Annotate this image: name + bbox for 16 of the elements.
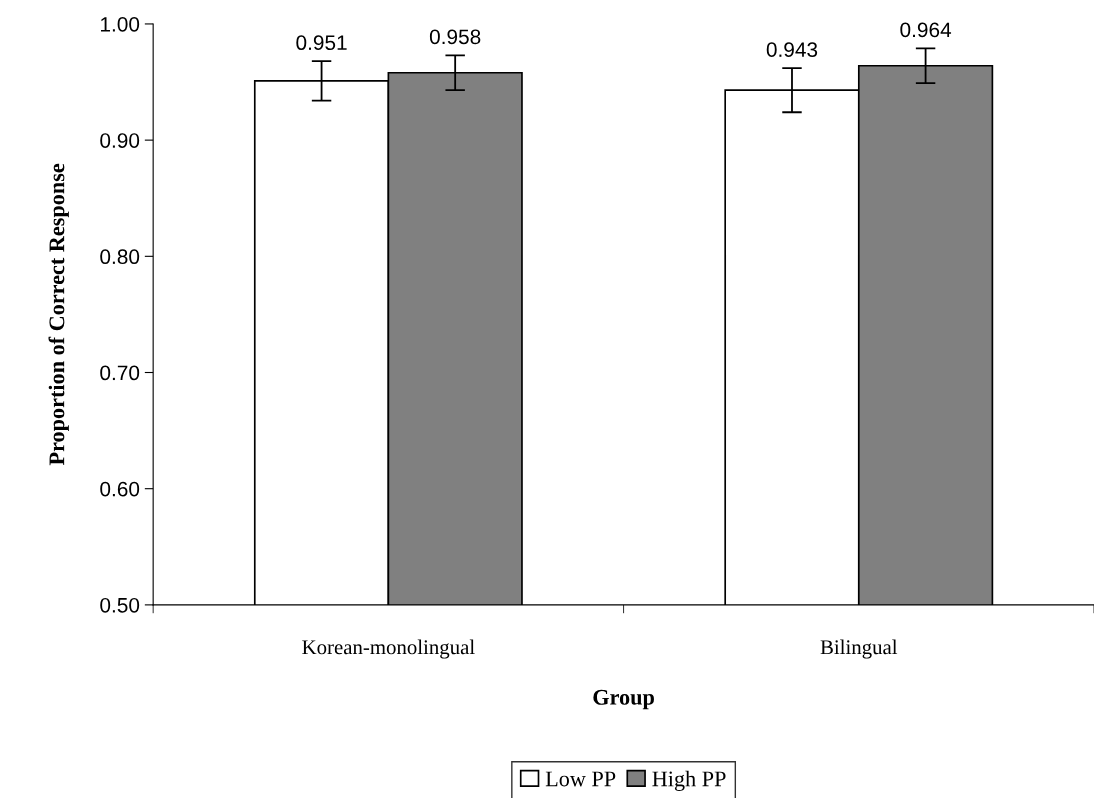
x-axis-title: Group bbox=[593, 689, 654, 710]
x-tick-label: Korean-monolingual bbox=[302, 639, 475, 659]
y-tick-label: 1.00 bbox=[101, 16, 140, 32]
data-label: 0.951 bbox=[296, 35, 347, 51]
data-label: 0.958 bbox=[429, 29, 481, 45]
data-label: 0.943 bbox=[766, 42, 818, 57]
legend-label: Low PP bbox=[545, 771, 616, 787]
y-tick-label: 0.90 bbox=[100, 133, 140, 148]
x-tick-label: Bilingual bbox=[820, 639, 898, 659]
y-tick-label: 0.80 bbox=[100, 249, 140, 265]
y-tick-label: 0.50 bbox=[100, 597, 140, 613]
y-tick-label: 0.70 bbox=[100, 365, 140, 381]
y-axis-title: Proportion of Correct Response bbox=[48, 163, 69, 466]
y-tick-label: 0.60 bbox=[100, 481, 140, 497]
legend-label: High PP bbox=[652, 770, 726, 791]
data-label: 0.964 bbox=[900, 22, 952, 38]
